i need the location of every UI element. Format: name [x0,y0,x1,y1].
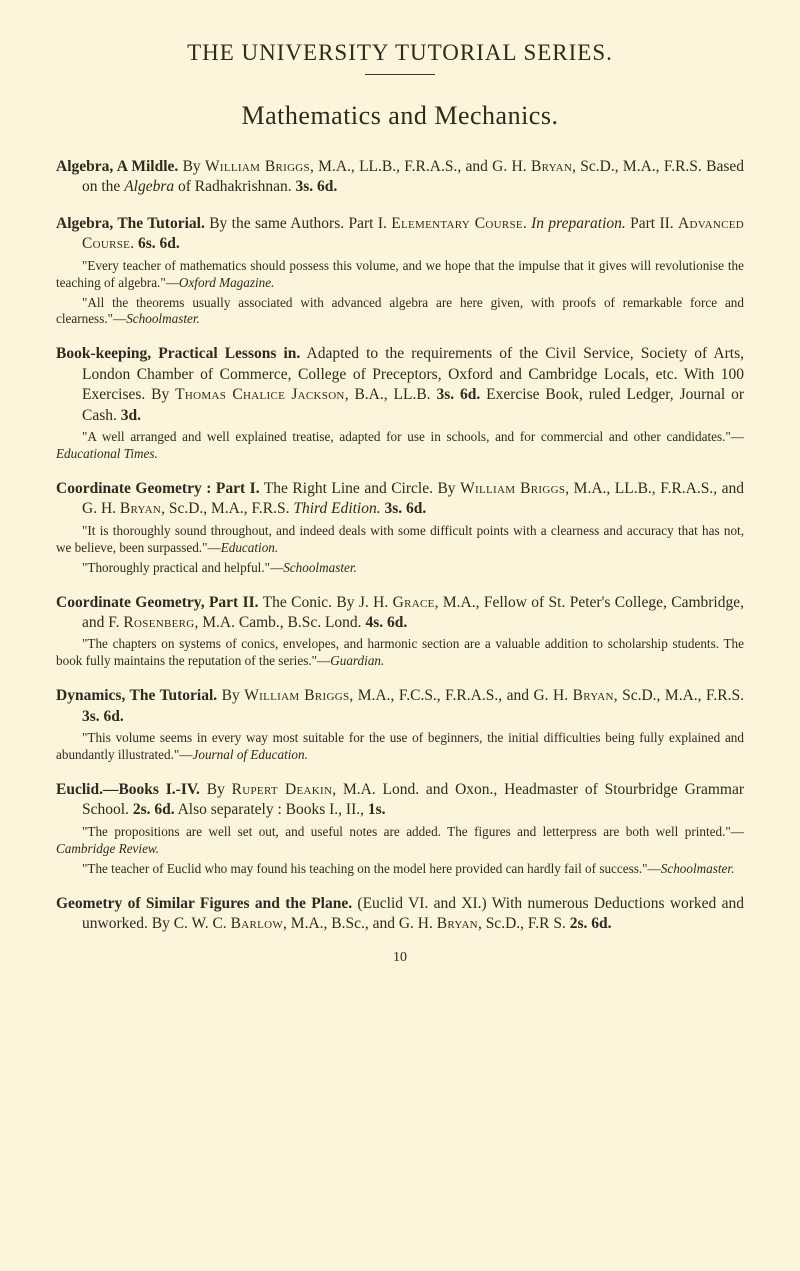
entry: Euclid.—Books I.-IV. By Rupert Deakin, M… [56,780,744,878]
entry-title: Book-keeping, Practical Lessons in. [56,345,300,362]
page-number: 10 [56,950,744,966]
entries-container: Algebra, A Mildle. By William Briggs, M.… [56,157,744,934]
review-text: "Thoroughly practical and helpful."— [82,560,283,575]
review-source: Schoolmaster. [661,861,735,876]
entry-title: Euclid.—Books I.-IV. [56,781,200,798]
review: "The propositions are well set out, and … [56,824,744,858]
review: "This volume seems in every way most sui… [56,730,744,764]
review: "Thoroughly practical and helpful."—Scho… [56,560,744,577]
review-source: Schoolmaster. [126,311,200,326]
entry-title: Algebra, The Tutorial. [56,215,205,232]
review-text: "Every teacher of mathematics should pos… [56,258,744,290]
review-source: Educational Times. [56,446,158,461]
review-source: Schoolmaster. [283,560,357,575]
entry-body: Book-keeping, Practical Lessons in. Adap… [56,344,744,426]
review-text: "The teacher of Euclid who may found his… [82,861,661,876]
review-text: "A well arranged and well explained trea… [82,429,744,444]
review: "The chapters on systems of conics, enve… [56,636,744,670]
entry-body: Coordinate Geometry : Part I. The Right … [56,479,744,520]
review-source: Cambridge Review. [56,841,159,856]
entry-body: Dynamics, The Tutorial. By William Brigg… [56,686,744,727]
review-source: Education. [221,540,279,555]
review: "It is thoroughly sound throughout, and … [56,523,744,557]
entry-body: Algebra, A Mildle. By William Briggs, M.… [56,157,744,198]
review: "All the theorems usually associated wit… [56,295,744,329]
review-source: Oxford Magazine. [179,275,274,290]
entry-title: Coordinate Geometry, Part II. [56,594,259,611]
entry-title: Algebra, A Mildle. [56,158,178,175]
entry-body: Geometry of Similar Figures and the Plan… [56,894,744,935]
entry: Algebra, A Mildle. By William Briggs, M.… [56,157,744,198]
entry-body: Coordinate Geometry, Part II. The Conic.… [56,593,744,634]
entry-title: Geometry of Similar Figures and the Plan… [56,895,352,912]
entry: Geometry of Similar Figures and the Plan… [56,894,744,935]
entry-body: Euclid.—Books I.-IV. By Rupert Deakin, M… [56,780,744,821]
section-heading: Mathematics and Mechanics. [56,101,744,131]
main-title: THE UNIVERSITY TUTORIAL SERIES. [56,40,744,66]
review-source: Journal of Education. [193,747,308,762]
entry-body: Algebra, The Tutorial. By the same Autho… [56,214,744,255]
review: "Every teacher of mathematics should pos… [56,258,744,292]
page: THE UNIVERSITY TUTORIAL SERIES. Mathemat… [0,0,800,1006]
review: "The teacher of Euclid who may found his… [56,861,744,878]
review: "A well arranged and well explained trea… [56,429,744,463]
entry-title: Dynamics, The Tutorial. [56,687,217,704]
entry: Coordinate Geometry : Part I. The Right … [56,479,744,577]
review-text: "It is thoroughly sound throughout, and … [56,523,744,555]
entry: Coordinate Geometry, Part II. The Conic.… [56,593,744,671]
entry: Algebra, The Tutorial. By the same Autho… [56,214,744,328]
title-rule [365,74,435,75]
review-text: "This volume seems in every way most sui… [56,730,744,762]
entry: Dynamics, The Tutorial. By William Brigg… [56,686,744,764]
review-source: Guardian. [330,653,384,668]
review-text: "The propositions are well set out, and … [82,824,744,839]
review-text: "The chapters on systems of conics, enve… [56,636,744,668]
entry-title: Coordinate Geometry : Part I. [56,480,260,497]
entry: Book-keeping, Practical Lessons in. Adap… [56,344,744,463]
